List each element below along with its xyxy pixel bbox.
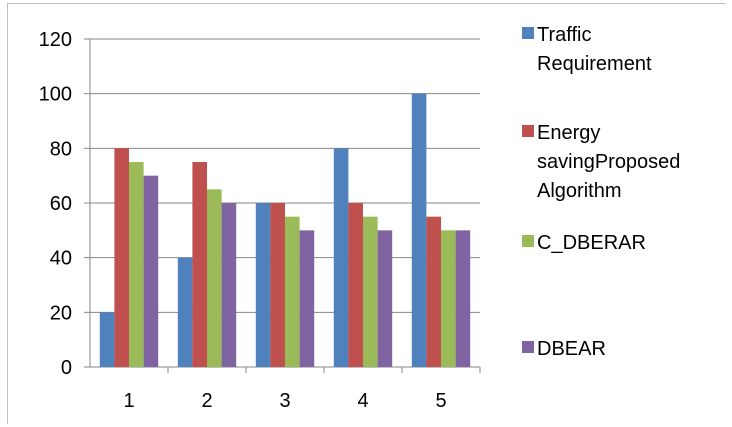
bar-dbear-5 — [455, 230, 471, 367]
bar-c-dberar-5 — [441, 230, 456, 367]
bar-dbear-2 — [221, 203, 237, 367]
y-axis-tick-labels: 0 20 40 60 80 100 120 — [39, 29, 72, 379]
bar-traffic-requirement-1 — [99, 312, 115, 367]
bar-c-dberar-3 — [285, 216, 300, 367]
x-tick-label: 5 — [435, 390, 446, 412]
legend-label: Requirement — [537, 53, 652, 75]
legend-label: Algorithm — [537, 180, 621, 202]
y-tick-label: 0 — [61, 357, 72, 379]
x-tick-label: 1 — [123, 390, 134, 412]
legend-label: Energy — [537, 122, 600, 144]
x-tick-label: 3 — [279, 390, 290, 412]
legend-item-energy-savingproposed-algorithm: Energy savingProposed Algorithm — [522, 122, 680, 202]
legend-swatch — [522, 341, 534, 353]
bar-c-dberar-4 — [363, 216, 378, 367]
bar-traffic-requirement-5 — [411, 93, 427, 368]
bar-dbear-4 — [377, 230, 393, 367]
bar-c-dberar-2 — [207, 189, 222, 367]
bar-traffic-requirement-4 — [333, 148, 349, 367]
legend-label: Traffic — [537, 24, 591, 46]
y-tick-label: 100 — [39, 84, 72, 106]
bar-dbear-3 — [299, 230, 315, 367]
x-tick-label: 2 — [201, 390, 212, 412]
y-tick-label: 60 — [50, 193, 72, 215]
bar-energy-savingproposed-algorithm-4 — [348, 203, 363, 367]
y-tick-label: 120 — [39, 29, 72, 51]
x-axis-tick-labels: 1 2 3 4 5 — [123, 390, 446, 412]
legend-swatch — [522, 125, 534, 137]
bar-energy-savingproposed-algorithm-2 — [192, 162, 207, 367]
bar-energy-savingproposed-algorithm-5 — [426, 216, 441, 367]
bar-traffic-requirement-3 — [255, 203, 271, 367]
legend-item-dbear: DBEAR — [522, 338, 606, 360]
bars — [99, 93, 471, 368]
y-tick-label: 80 — [50, 138, 72, 160]
x-tick-label: 4 — [357, 390, 368, 412]
bar-traffic-requirement-2 — [177, 257, 193, 367]
bar-energy-savingproposed-algorithm-3 — [270, 203, 285, 367]
legend-item-traffic-requirement: Traffic Requirement — [522, 24, 652, 75]
legend: Traffic Requirement Energy savingProposed Al… — [522, 24, 680, 360]
legend-label: DBEAR — [537, 338, 606, 360]
legend-item-c-dberar: C_DBERAR — [522, 232, 646, 254]
y-tick-label: 20 — [50, 302, 72, 324]
bar-energy-savingproposed-algorithm-1 — [114, 148, 129, 367]
legend-label: savingProposed — [537, 151, 680, 173]
bar-dbear-1 — [143, 175, 159, 367]
legend-swatch — [522, 27, 534, 39]
legend-label: C_DBERAR — [537, 232, 646, 254]
legend-swatch — [522, 235, 534, 247]
chart-frame — [7, 3, 726, 424]
bar-c-dberar-1 — [129, 162, 144, 367]
y-tick-label: 40 — [50, 248, 72, 270]
